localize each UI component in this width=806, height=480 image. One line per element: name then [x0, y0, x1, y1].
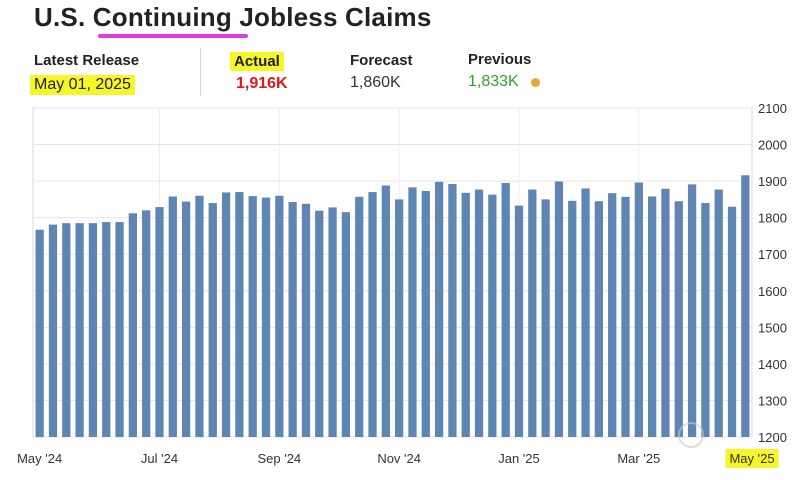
- x-tick-highlight: [725, 449, 779, 468]
- bar[interactable]: [181, 201, 191, 437]
- bar[interactable]: [88, 223, 98, 437]
- bar[interactable]: [594, 201, 604, 437]
- title-underline: [98, 34, 248, 38]
- bar[interactable]: [288, 201, 297, 437]
- bar[interactable]: [62, 223, 71, 437]
- bar[interactable]: [461, 192, 470, 437]
- y-tick-label: 1300: [758, 393, 787, 408]
- bar[interactable]: [168, 196, 177, 437]
- latest-release-label: Latest Release: [34, 52, 140, 69]
- bar[interactable]: [128, 213, 137, 437]
- bar[interactable]: [248, 196, 257, 437]
- x-axis-ticks: May '24 Jul '24 Sep '24 Nov '24 Jan '25 Mar '…: [17, 449, 779, 468]
- x-tick-label: Mar '25: [617, 451, 660, 466]
- latest-release-value: May 01, 2025: [30, 75, 135, 95]
- bar[interactable]: [381, 185, 390, 438]
- bar[interactable]: [514, 205, 524, 437]
- x-tick-label: Jul '24: [141, 451, 178, 466]
- bar[interactable]: [727, 206, 737, 437]
- bar[interactable]: [301, 203, 311, 437]
- bar[interactable]: [568, 200, 577, 437]
- bar[interactable]: [221, 192, 231, 437]
- y-tick-label: 1200: [758, 430, 787, 445]
- y-tick-label: 1700: [758, 247, 787, 262]
- previous-value: 1,833K: [468, 73, 519, 90]
- bar[interactable]: [621, 196, 630, 437]
- bar[interactable]: [648, 196, 657, 437]
- grid-lines: [32, 107, 753, 438]
- bar[interactable]: [235, 192, 244, 437]
- actual-label: Actual: [230, 52, 284, 71]
- bar[interactable]: [608, 193, 617, 437]
- y-tick-label: 2000: [758, 138, 787, 153]
- bar[interactable]: [674, 201, 683, 437]
- forecast-label: Forecast: [350, 52, 413, 69]
- bar[interactable]: [528, 189, 537, 437]
- bar[interactable]: [355, 196, 364, 437]
- y-tick-label: 1400: [758, 357, 787, 372]
- bar[interactable]: [741, 175, 750, 437]
- previous-label: Previous: [468, 51, 532, 68]
- y-tick-label: 1500: [758, 320, 787, 335]
- bar[interactable]: [142, 210, 151, 437]
- bar[interactable]: [341, 212, 351, 437]
- bar[interactable]: [408, 187, 417, 437]
- bar[interactable]: [195, 195, 204, 437]
- header-divider: [200, 48, 201, 96]
- x-tick-label: Jan '25: [498, 451, 540, 466]
- bar[interactable]: [35, 229, 44, 437]
- bar[interactable]: [661, 188, 670, 437]
- bar[interactable]: [687, 184, 697, 437]
- y-tick-label: 1900: [758, 174, 787, 189]
- page-title: U.S. Continuing Jobless Claims: [34, 2, 432, 32]
- bar[interactable]: [315, 210, 324, 437]
- bar[interactable]: [115, 222, 124, 437]
- bar[interactable]: [541, 199, 550, 437]
- x-tick-label: Nov '24: [377, 451, 421, 466]
- y-tick-label: 1800: [758, 211, 787, 226]
- x-tick-label: Sep '24: [257, 451, 301, 466]
- bar[interactable]: [448, 184, 457, 437]
- bar[interactable]: [368, 192, 377, 437]
- forecast-value: 1,860K: [350, 74, 401, 91]
- bar[interactable]: [395, 199, 404, 437]
- y-tick-label: 2100: [758, 101, 787, 116]
- bar[interactable]: [48, 224, 58, 437]
- bar[interactable]: [501, 182, 510, 437]
- bar[interactable]: [155, 207, 164, 437]
- bar[interactable]: [581, 188, 590, 437]
- y-axis-ticks: 1200 1300 1400 1500 1600 1700 1800 1900 2000 2100: [758, 101, 787, 445]
- bar[interactable]: [208, 203, 217, 437]
- bar[interactable]: [714, 189, 723, 437]
- bar[interactable]: [275, 195, 284, 437]
- x-tick-label: May '24: [17, 451, 62, 466]
- bar[interactable]: [474, 189, 484, 437]
- y-tick-label: 1600: [758, 284, 787, 299]
- bar[interactable]: [701, 203, 710, 437]
- bar[interactable]: [328, 207, 337, 437]
- bar[interactable]: [102, 222, 111, 437]
- bar[interactable]: [421, 190, 430, 437]
- bars: [35, 175, 750, 438]
- bar[interactable]: [261, 197, 271, 437]
- bar[interactable]: [434, 181, 444, 437]
- actual-value: 1,916K: [236, 75, 288, 92]
- bar[interactable]: [488, 194, 497, 437]
- x-tick-label: May '25: [729, 451, 774, 466]
- bar[interactable]: [554, 181, 564, 437]
- watermark-logo-icon: [678, 422, 704, 448]
- plot-border: [32, 107, 753, 438]
- previous-status-dot: [531, 78, 540, 87]
- bar[interactable]: [75, 223, 84, 437]
- bar[interactable]: [634, 182, 643, 437]
